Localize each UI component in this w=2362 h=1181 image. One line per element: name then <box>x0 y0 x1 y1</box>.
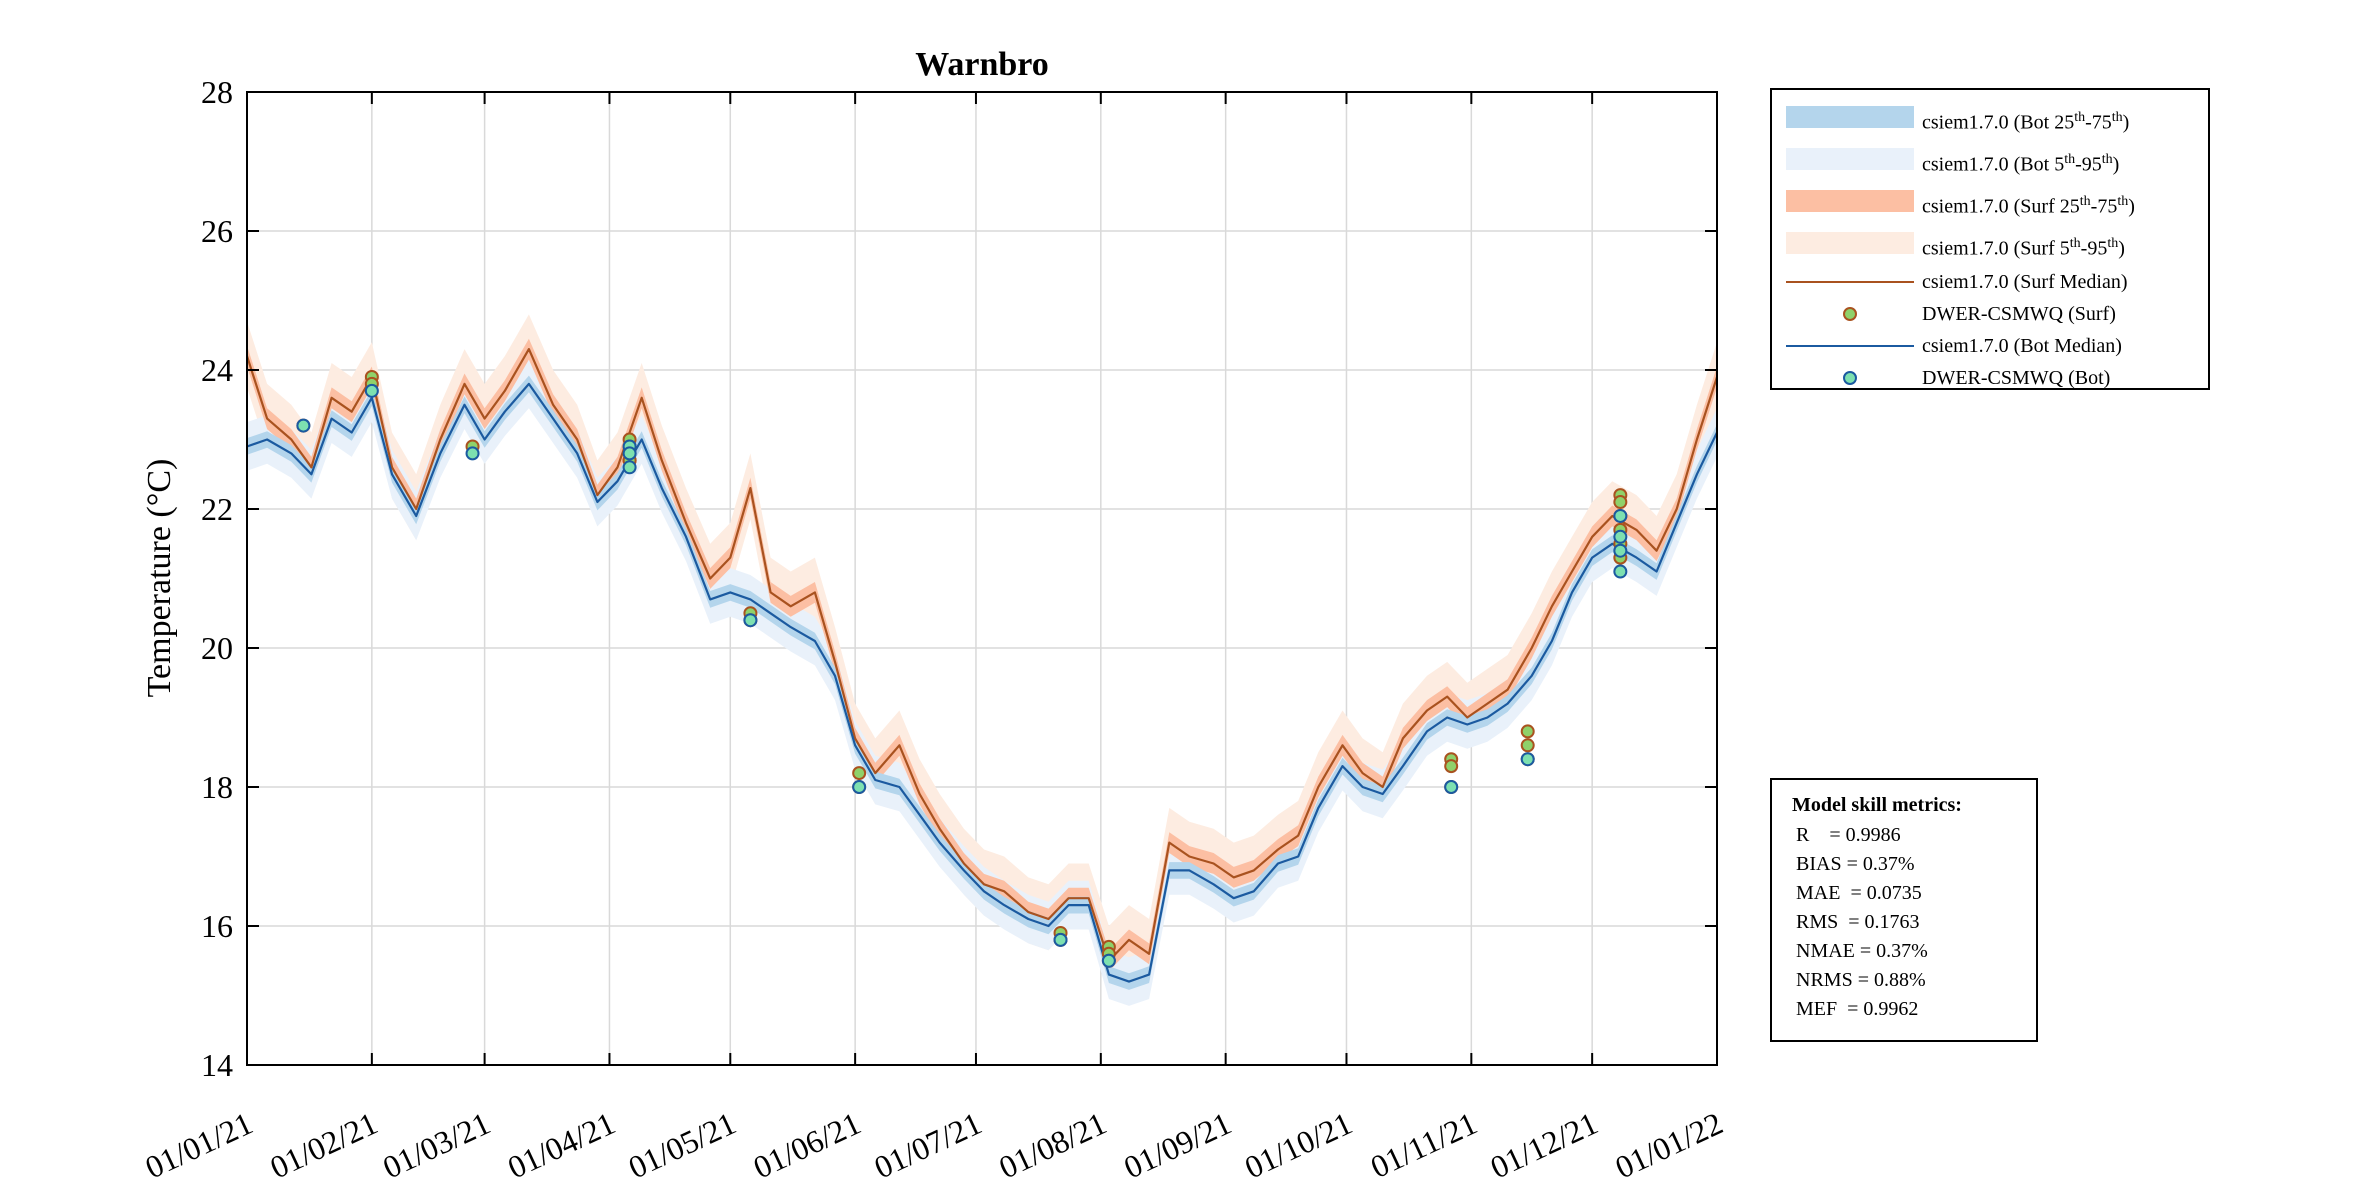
bot-observation-point <box>852 780 867 794</box>
bot-observation-point <box>1613 564 1628 579</box>
observation-points <box>296 369 1628 968</box>
metrics-title: Model skill metrics: <box>1792 794 1962 816</box>
bot-observation-point <box>364 383 379 398</box>
x-tick-label: 01/05/21 <box>623 1105 741 1181</box>
x-tick-label: 01/03/21 <box>377 1105 495 1181</box>
legend-band-swatch <box>1786 190 1914 212</box>
x-tick-label: 01/10/21 <box>1239 1105 1357 1181</box>
x-tick-label: 01/07/21 <box>869 1105 987 1181</box>
x-tick-label: 01/09/21 <box>1118 1105 1236 1181</box>
x-tick-label: 01/01/21 <box>140 1105 258 1181</box>
legend-item: csiem1.7.0 (Surf Median) <box>1772 266 2208 298</box>
surf-observation-point <box>1613 495 1628 510</box>
metric-row: MEF = 0.9962 <box>1796 998 1919 1020</box>
legend-marker-icon <box>1843 307 1857 321</box>
legend-line-swatch <box>1786 345 1914 347</box>
legend-marker-icon <box>1843 371 1857 385</box>
metric-row: RMS = 0.1763 <box>1796 911 1920 933</box>
y-tick-label: 14 <box>201 1047 233 1083</box>
legend-item: csiem1.7.0 (Bot 25th-75th) <box>1772 98 2208 134</box>
legend-item: csiem1.7.0 (Surf 25th-75th) <box>1772 182 2208 218</box>
legend-item: DWER-CSMWQ (Surf) <box>1772 298 2208 330</box>
plot-frame <box>246 91 1718 1066</box>
bot-observation-point <box>1520 752 1535 767</box>
legend-line-swatch <box>1786 281 1914 283</box>
bot-median-line <box>246 382 1718 983</box>
legend-label: csiem1.7.0 (Surf 25th-75th) <box>1922 194 2135 218</box>
metric-row: R = 0.9986 <box>1796 824 1901 846</box>
x-tick-label: 01/11/21 <box>1365 1105 1482 1181</box>
chart-title: Warnbro <box>915 46 1049 83</box>
legend-label: csiem1.7.0 (Bot Median) <box>1922 335 2122 357</box>
metric-row: NRMS = 0.88% <box>1796 969 1926 991</box>
x-tick-label: 01/02/21 <box>264 1105 382 1181</box>
legend: csiem1.7.0 (Bot 25th-75th) csiem1.7.0 (Bo… <box>1770 88 2210 390</box>
grid <box>246 91 1718 1066</box>
metric-row: MAE = 0.0735 <box>1796 882 1922 904</box>
legend-item: csiem1.7.0 (Bot Median) <box>1772 330 2208 362</box>
metrics-list: R = 0.9986 BIAS = 0.37% MAE = 0.0735 RMS = … <box>1792 821 2036 1024</box>
bot-observation-point <box>1613 508 1628 523</box>
bot-observation-point <box>1613 543 1628 558</box>
x-tick-label: 01/12/21 <box>1485 1105 1603 1181</box>
x-tick-label: 01/04/21 <box>502 1105 620 1181</box>
surf-observation-point <box>852 766 867 781</box>
legend-band-swatch <box>1786 148 1914 170</box>
legend-item: DWER-CSMWQ (Bot) <box>1772 362 2208 394</box>
legend-label: DWER-CSMWQ (Bot) <box>1922 367 2111 389</box>
legend-item: csiem1.7.0 (Bot 5th-95th) <box>1772 140 2208 176</box>
legend-marker-swatch <box>1786 368 1914 388</box>
y-tick-label: 28 <box>201 74 233 110</box>
model-skill-metrics: Model skill metrics: R = 0.9986 BIAS = 0.… <box>1770 778 2038 1042</box>
y-tick-label: 26 <box>201 213 233 249</box>
metric-row: BIAS = 0.37% <box>1796 853 1915 875</box>
legend-band-swatch <box>1786 232 1914 254</box>
legend-label: DWER-CSMWQ (Surf) <box>1922 303 2116 325</box>
bot-observation-point <box>1053 932 1068 947</box>
bot-observation-point <box>1613 529 1628 544</box>
legend-label: csiem1.7.0 (Surf Median) <box>1922 271 2128 293</box>
y-tick-label: 22 <box>201 491 233 527</box>
x-tick-label: 01/01/22 <box>1610 1105 1728 1181</box>
y-tick-label: 20 <box>201 630 233 666</box>
y-tick-label: 24 <box>201 352 233 388</box>
median-lines <box>245 348 1719 983</box>
legend-band-swatch <box>1786 106 1914 128</box>
bot-observation-point <box>296 418 311 433</box>
bot-observation-point <box>622 446 637 461</box>
surf-observation-point <box>1520 738 1535 753</box>
bot-observation-point <box>465 446 480 461</box>
legend-item: csiem1.7.0 (Surf 5th-95th) <box>1772 224 2208 260</box>
bot-observation-point <box>1444 780 1459 794</box>
legend-label: csiem1.7.0 (Bot 5th-95th) <box>1922 152 2120 176</box>
surf-observation-point <box>1520 724 1535 739</box>
y-tick-label: 16 <box>201 908 233 944</box>
y-axis-label: Temperature (°C) <box>141 459 178 698</box>
bot-observation-point <box>1101 953 1116 968</box>
x-tick-label: 01/08/21 <box>993 1105 1111 1181</box>
bot-observation-point <box>743 613 758 628</box>
percentile-bands <box>247 314 1717 1006</box>
surf-median-line <box>245 348 1719 962</box>
bot-observation-point <box>622 460 637 475</box>
surf-observation-point <box>1444 759 1459 774</box>
legend-label: csiem1.7.0 (Surf 5th-95th) <box>1922 236 2125 260</box>
y-tick-label: 18 <box>201 769 233 805</box>
legend-marker-swatch <box>1786 304 1914 324</box>
metric-row: NMAE = 0.37% <box>1796 940 1928 962</box>
legend-label: csiem1.7.0 (Bot 25th-75th) <box>1922 110 2130 134</box>
x-tick-label: 01/06/21 <box>748 1105 866 1181</box>
